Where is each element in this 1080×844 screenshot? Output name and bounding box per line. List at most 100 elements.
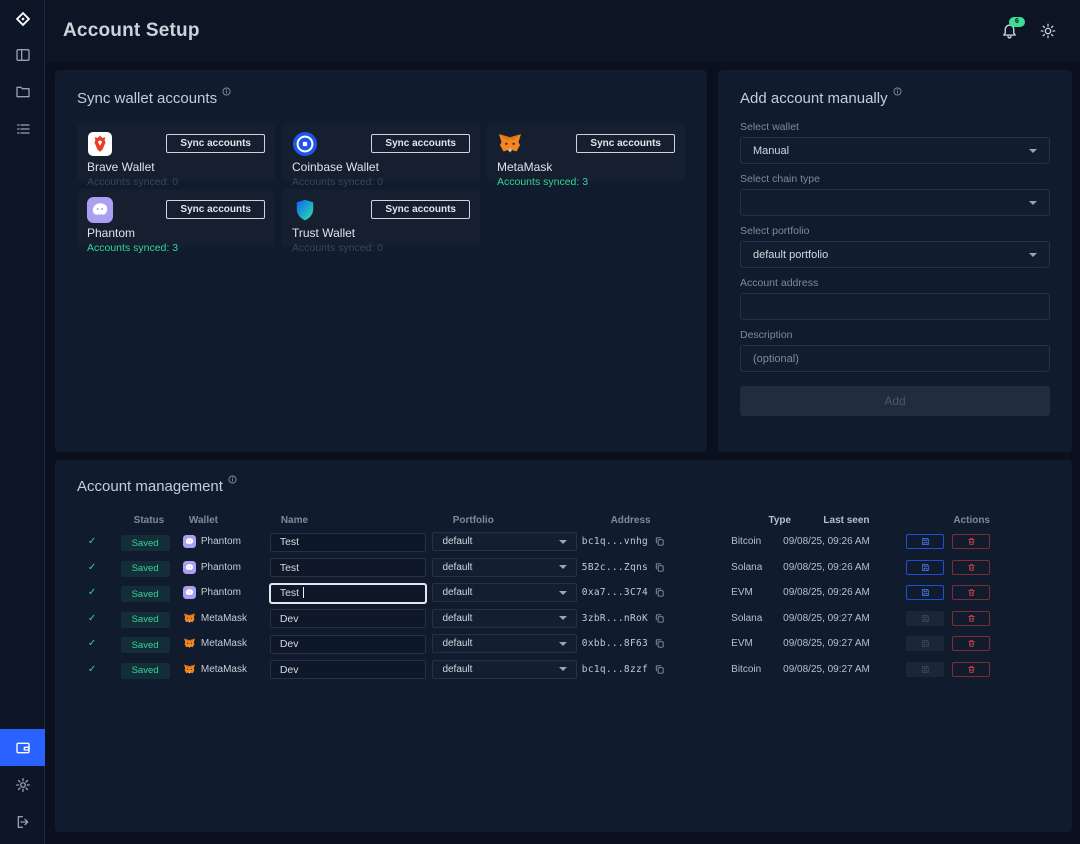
status-cell: Saved: [107, 635, 183, 653]
status-badge: Saved: [120, 535, 170, 551]
save-button[interactable]: [906, 585, 945, 601]
delete-button[interactable]: [952, 661, 991, 677]
sync-panel-title-text: Sync wallet accounts: [77, 90, 218, 107]
portfolio-select[interactable]: default: [432, 634, 578, 654]
management-title: Account management: [77, 475, 1050, 495]
last-seen-text: 09/08/25, 09:26 AM: [783, 561, 870, 573]
wallet-cell: MetaMask: [183, 612, 270, 625]
wallet-label: Phantom: [200, 561, 241, 573]
delete-button[interactable]: [952, 534, 991, 550]
name-input[interactable]: [269, 634, 426, 654]
select-wallet-dropdown[interactable]: Manual: [740, 137, 1050, 164]
save-button[interactable]: [906, 534, 945, 550]
notifications-button[interactable]: 6: [1001, 16, 1025, 40]
portfolio-select-value: default: [442, 638, 473, 650]
accounts-synced-text: Accounts synced: 3: [497, 176, 589, 188]
notification-badge: 6: [1009, 16, 1025, 27]
sidebar-item-accounts[interactable]: [0, 729, 45, 766]
sidebar-item-assets[interactable]: [0, 73, 45, 110]
copy-button[interactable]: [654, 613, 665, 624]
portfolio-cell: default: [432, 659, 581, 679]
address-text: bc1q...8zzf: [581, 663, 649, 675]
name-input[interactable]: [269, 558, 426, 577]
chevron-down-icon: [559, 565, 568, 570]
wallet-cell: Phantom: [182, 560, 270, 574]
sidebar-item-logout[interactable]: [0, 803, 45, 840]
trash-icon: [967, 563, 976, 572]
wallet-name: Coinbase Wallet: [292, 160, 379, 174]
wallet-cell: MetaMask: [183, 663, 270, 676]
info-icon: [893, 87, 902, 96]
theme-toggle-button[interactable]: [1040, 23, 1056, 39]
delete-button[interactable]: [952, 636, 991, 652]
sync-accounts-button[interactable]: Sync accounts: [371, 200, 470, 219]
description-input[interactable]: [740, 345, 1050, 372]
type-text: Solana: [731, 561, 763, 573]
copy-button[interactable]: [654, 638, 665, 649]
copy-button[interactable]: [654, 587, 665, 598]
name-input[interactable]: [269, 660, 426, 679]
address-cell: bc1q...vnhg: [582, 536, 731, 547]
name-cell: [269, 583, 433, 603]
col-name: Name: [280, 514, 309, 526]
sidebar-nav-bottom: [0, 729, 45, 844]
address-cell: 0xbb...8F63: [582, 638, 731, 649]
copy-button[interactable]: [654, 664, 665, 675]
delete-button[interactable]: [952, 559, 991, 575]
name-input[interactable]: [269, 609, 426, 628]
sidebar-item-history[interactable]: [0, 110, 45, 147]
logout-icon: [15, 814, 31, 830]
status-cell: Saved: [107, 558, 183, 577]
col-last-seen: Last seen: [823, 514, 870, 526]
save-icon: [921, 537, 930, 546]
copy-button[interactable]: [654, 536, 665, 547]
sync-accounts-button[interactable]: Sync accounts: [576, 134, 675, 153]
sidebar-item-dashboard[interactable]: [0, 36, 45, 73]
save-button[interactable]: [906, 559, 945, 575]
portfolio-select-value: default: [442, 536, 473, 548]
list-icon: [15, 121, 31, 137]
app-logo-icon: [0, 2, 45, 36]
portfolio-select-value: default: [442, 612, 473, 624]
delete-button[interactable]: [952, 610, 991, 626]
wallet-name: MetaMask: [497, 160, 553, 174]
name-input[interactable]: [269, 583, 426, 603]
sync-accounts-button[interactable]: Sync accounts: [371, 134, 470, 153]
trust-wallet-icon: [292, 197, 318, 223]
account-address-input[interactable]: [740, 293, 1050, 320]
save-button[interactable]: [906, 636, 945, 652]
portfolio-select[interactable]: default: [432, 608, 578, 628]
check-icon: ✓: [87, 561, 97, 573]
portfolio-select[interactable]: default: [432, 659, 578, 679]
chain-type-dropdown[interactable]: [740, 189, 1050, 216]
portfolio-select[interactable]: default: [432, 532, 578, 552]
save-button[interactable]: [906, 661, 945, 677]
wallet-name: Phantom: [87, 226, 136, 240]
trash-icon: [967, 639, 976, 648]
wallet-card: Sync accounts Phantom Accounts synced: 3: [77, 189, 275, 254]
portfolio-select[interactable]: default: [432, 557, 578, 577]
save-button[interactable]: [906, 610, 945, 626]
dashboard-icon: [15, 47, 31, 63]
copy-button[interactable]: [654, 562, 665, 573]
address-cell: 0xa7...3C74: [582, 587, 731, 598]
table-row: ✓ Saved MetaMask default bc1q...8zzf Bit…: [77, 657, 1050, 683]
last-seen-text: 09/08/25, 09:26 AM: [783, 536, 870, 548]
sidebar-item-settings[interactable]: [0, 766, 45, 803]
add-button[interactable]: Add: [740, 386, 1050, 416]
add-account-panel: Add account manually Select wallet Manua…: [718, 70, 1072, 452]
name-input[interactable]: [269, 532, 426, 552]
trash-icon: [967, 665, 976, 674]
brave-wallet-icon: [87, 131, 113, 157]
sync-accounts-button[interactable]: Sync accounts: [166, 200, 265, 219]
type-text: Bitcoin: [731, 663, 762, 675]
save-icon: [921, 639, 930, 648]
portfolio-select[interactable]: default: [432, 583, 578, 603]
delete-button[interactable]: [952, 585, 991, 601]
status-cell: Saved: [107, 609, 183, 628]
wallet-card-top: Sync accounts: [87, 197, 265, 223]
save-icon: [921, 563, 930, 572]
actions-cell: [906, 559, 1050, 575]
sync-accounts-button[interactable]: Sync accounts: [166, 134, 265, 153]
portfolio-dropdown[interactable]: default portfolio: [740, 241, 1050, 268]
